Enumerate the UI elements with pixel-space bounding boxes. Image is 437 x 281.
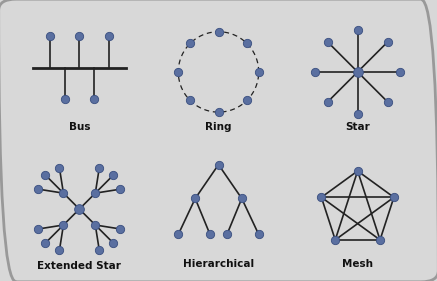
Text: Mesh: Mesh [342, 259, 373, 269]
Text: Extended Star: Extended Star [38, 261, 121, 271]
Text: Hierarchical: Hierarchical [183, 259, 254, 269]
Text: Star: Star [345, 122, 370, 132]
Text: Ring: Ring [205, 122, 232, 132]
Text: Bus: Bus [69, 122, 90, 132]
